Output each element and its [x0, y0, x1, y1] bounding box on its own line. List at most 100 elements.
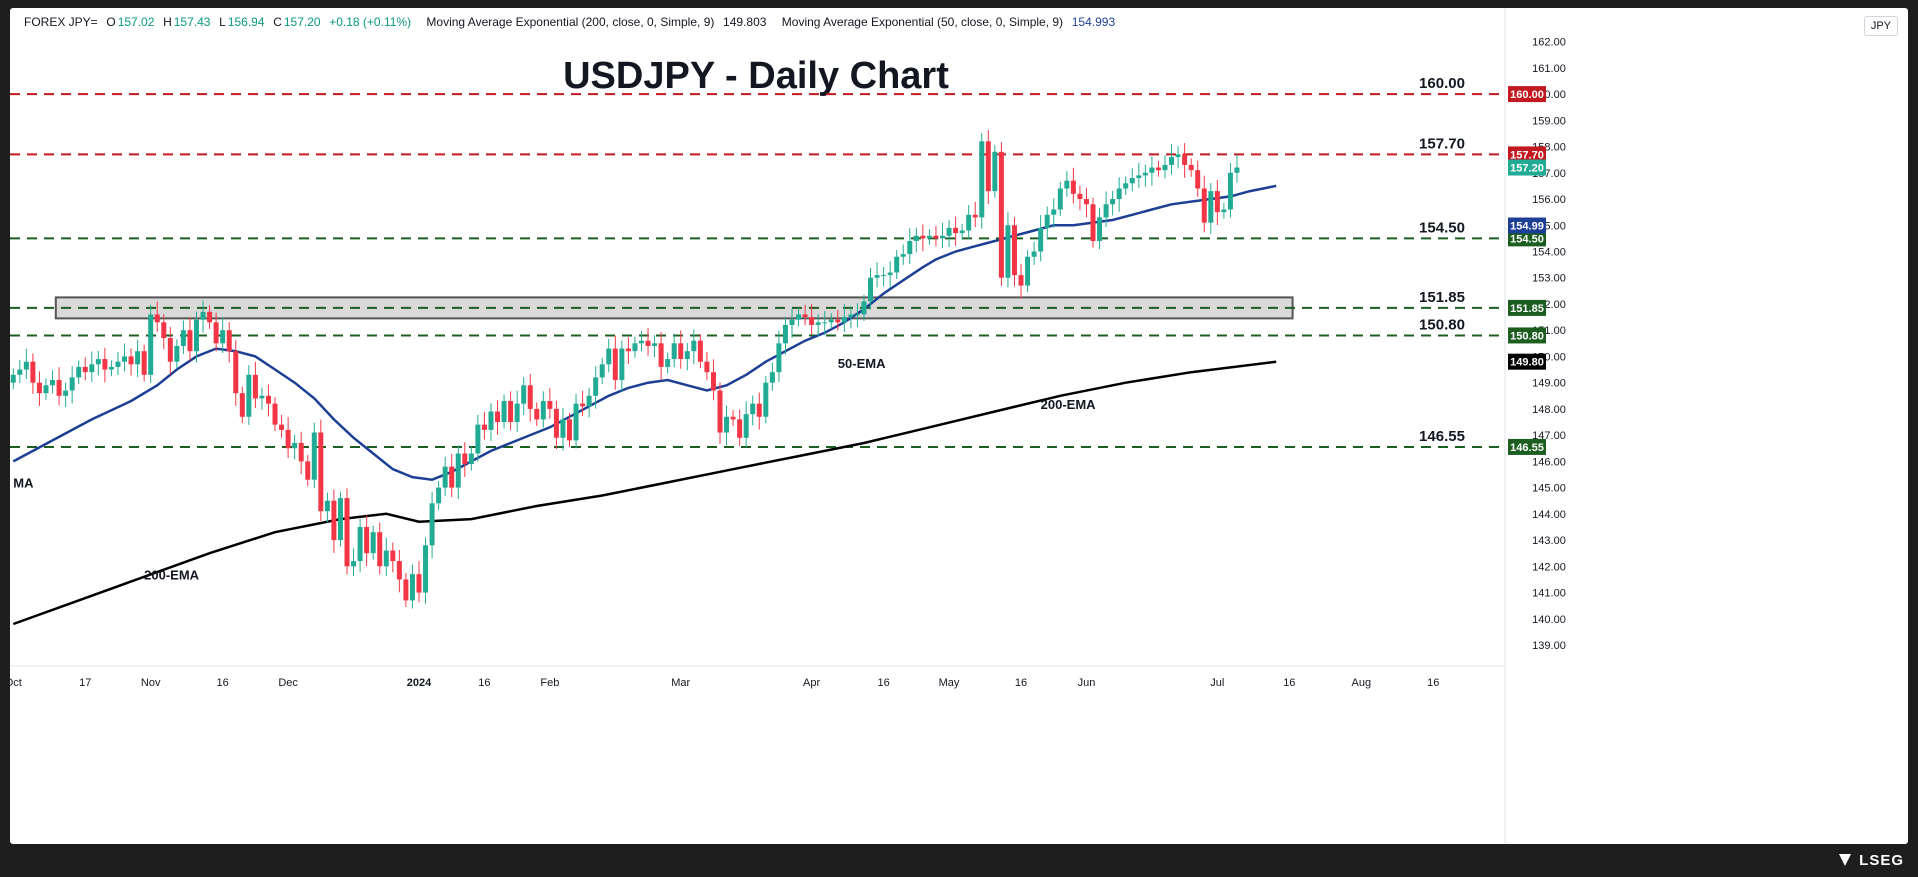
candle-body [337, 498, 343, 541]
candle-body [1201, 188, 1207, 223]
ema200-line [12, 360, 1277, 626]
level-label-150.80: 150.80 [1419, 316, 1465, 333]
level-tag-text-160.00: 160.00 [1510, 89, 1544, 101]
x-tick-label: May [939, 677, 960, 689]
level-tag-text-150.80: 150.80 [1510, 330, 1544, 342]
candle-body [868, 277, 874, 302]
candle-body [874, 275, 880, 278]
candle-body [769, 372, 775, 383]
level-tag-157.70 [1508, 146, 1546, 163]
candle-body [331, 500, 337, 541]
candle-body [246, 374, 252, 417]
x-tick-label: Jul [1210, 677, 1224, 689]
candle-body [835, 319, 841, 323]
candle-body [802, 314, 808, 318]
candle-body [606, 348, 612, 365]
y-tick-label: 154.00 [1532, 246, 1566, 258]
candle-body [1169, 157, 1175, 165]
candle-body [239, 393, 245, 417]
candle-body [128, 356, 134, 365]
candle-body [318, 432, 324, 512]
currency-button[interactable]: JPY [1863, 16, 1898, 36]
candle-body [1221, 209, 1227, 213]
candle-body [632, 343, 638, 352]
candle-body [567, 419, 572, 441]
price-tag-text-149.80: 149.80 [1510, 357, 1544, 369]
candle-body [265, 395, 271, 404]
candle-body [364, 526, 370, 554]
x-tick-label: Oct [10, 677, 22, 689]
level-tag-146.55 [1508, 438, 1546, 455]
candle-body [717, 390, 723, 433]
candle-body [279, 424, 285, 430]
candle-body [913, 235, 919, 241]
candle-body [252, 374, 258, 399]
candle-body [488, 411, 494, 430]
y-tick-label: 153.00 [1532, 273, 1566, 285]
candle-body [1155, 167, 1161, 171]
candle-body [396, 561, 402, 580]
candle-body [940, 235, 945, 239]
ohlc-legend: FOREX JPY= O 157.02 H 157.43 L 156.94 C 157.… [24, 15, 1117, 29]
candle-body [63, 390, 69, 396]
y-tick-label: 146.00 [1532, 456, 1566, 468]
candle-body [776, 343, 782, 373]
candle-body [1064, 180, 1070, 189]
candle-body [1051, 209, 1057, 215]
footer-bar: LSEG [0, 844, 1918, 877]
candle-body [972, 214, 978, 218]
candle-body [226, 330, 232, 352]
candle-body [30, 361, 36, 383]
candle-body [593, 377, 599, 396]
candle-body [1018, 275, 1024, 286]
candle-body [429, 503, 435, 546]
chart-svg[interactable]: USDJPY - Daily Chart 160.00157.70154.5015… [10, 8, 1908, 844]
price-tag-text-154.99: 154.99 [1510, 221, 1544, 233]
x-tick-label: Aug [1352, 677, 1372, 689]
candle-body [678, 343, 684, 360]
x-tick-label: 16 [1015, 677, 1027, 689]
candle-body [1057, 188, 1063, 210]
candle-body [285, 429, 291, 449]
y-tick-label: 140.00 [1532, 614, 1566, 626]
candle-body [475, 424, 481, 454]
chart-title: USDJPY - Daily Chart [563, 55, 949, 97]
candle-body [992, 151, 998, 192]
candle-body [985, 141, 991, 192]
candle-body [580, 403, 586, 407]
candle-body [1188, 164, 1194, 171]
change-value: +0.18 (+0.11%) [329, 15, 412, 29]
candle-body [619, 348, 625, 381]
candle-body [370, 532, 376, 554]
open-label: O [106, 15, 116, 29]
candle-body [187, 330, 193, 352]
candle-body [534, 408, 540, 420]
candle-body [586, 395, 592, 407]
candle-body [671, 343, 677, 360]
candle-body [547, 401, 553, 409]
candle-body [194, 319, 199, 352]
symbol-label: FOREX JPY= [24, 15, 98, 29]
candle-body [455, 453, 461, 488]
candle-body [36, 382, 42, 394]
candle-body [743, 414, 749, 438]
candle-body [1031, 251, 1037, 257]
candle-body [1208, 191, 1214, 223]
candle-body [782, 324, 788, 344]
candle-body [946, 227, 952, 236]
level-tag-text-154.50: 154.50 [1510, 233, 1544, 245]
x-tick-label: 2024 [407, 677, 432, 689]
candle-body [828, 319, 834, 323]
candle-body [560, 419, 566, 438]
candle-body [540, 401, 546, 420]
candle-body [89, 364, 95, 373]
annotation-200-ema: 200-EMA [144, 567, 200, 582]
candle-body [998, 151, 1004, 278]
candle-body [697, 340, 703, 362]
candle-body [710, 372, 716, 391]
y-tick-label: 144.00 [1532, 509, 1566, 521]
y-tick-label: 162.00 [1532, 37, 1566, 49]
candle-body [1110, 199, 1116, 205]
y-tick-label: 142.00 [1532, 561, 1566, 573]
